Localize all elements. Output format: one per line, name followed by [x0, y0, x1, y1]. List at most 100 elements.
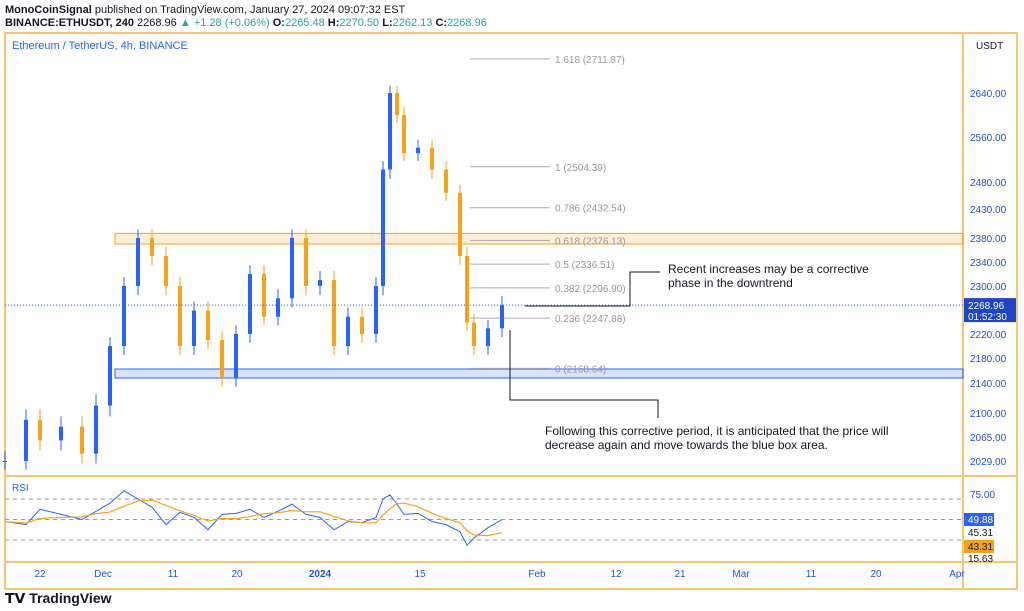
candle: [94, 405, 98, 454]
price-tick: 2100.00: [970, 409, 1007, 420]
price-tick: 2300.00: [970, 282, 1007, 293]
fib-label: 0.618 (2376.13): [555, 236, 626, 247]
time-tick: Feb: [528, 569, 546, 580]
annotation-2: Following this corrective period, it is …: [545, 424, 889, 452]
time-tick: 15: [414, 569, 426, 580]
candle: [402, 115, 406, 154]
candle: [290, 238, 294, 299]
candle: [465, 256, 469, 323]
annotation-line-2: [509, 330, 659, 418]
tv-icon: 𝗧𝗩: [5, 590, 30, 606]
time-tick: 22: [34, 569, 46, 580]
countdown-label: 01:52:30: [968, 312, 1007, 323]
close: 2268.96: [447, 17, 487, 29]
price-tick: 2380.00: [970, 234, 1007, 245]
time-tick: 21: [674, 569, 686, 580]
rsi-other-value: 45.31: [968, 528, 993, 539]
candle: [248, 274, 252, 334]
c-label: C:: [435, 17, 448, 29]
time-tick: 11: [806, 569, 817, 580]
candle: [38, 419, 42, 441]
candle: [122, 286, 126, 346]
publish-date: published on TradingView.com, January 27…: [94, 4, 406, 16]
candle: [206, 310, 210, 340]
candle: [304, 238, 308, 286]
ohlc-bar: BINANCE:ETHUSDT, 240 2268.96 ▲ +1.28 (+0…: [5, 17, 487, 29]
candle: [388, 93, 392, 170]
currency-label: USDT: [976, 41, 1003, 52]
time-tick: Apr: [949, 569, 965, 580]
fib-label: 0.5 (2336.51): [555, 260, 615, 271]
low: 2262.13: [392, 17, 433, 29]
rsi-ma-value: 43.31: [968, 542, 993, 553]
price-tick: 2065.00: [970, 433, 1007, 444]
l-label: L:: [382, 17, 393, 29]
fib-label: 0.786 (2432.54): [555, 204, 626, 215]
price-tick: 2029.00: [970, 457, 1007, 468]
time-tick: 11: [168, 569, 179, 580]
price-tick: 2430.00: [970, 205, 1007, 216]
time-tick: 20: [231, 569, 243, 580]
time-tick: 20: [870, 569, 882, 580]
candle: [360, 316, 364, 334]
time-tick: 2024: [309, 569, 332, 580]
candle: [458, 192, 462, 256]
chart-frame: [4, 32, 1018, 590]
change: +1.28 (+0.06%): [193, 17, 270, 29]
candle: [59, 426, 63, 441]
last-price-label: 2268.96: [968, 301, 1005, 312]
price-tick: 2560.00: [970, 133, 1007, 144]
candle: [416, 147, 420, 154]
resistance-zone: [114, 232, 964, 245]
annotation-1: Recent increases may be a corrective pha…: [668, 262, 869, 290]
last-price: 2268.96: [137, 17, 177, 29]
fib-label: 1 (2504.39): [555, 163, 606, 174]
candle: [234, 334, 238, 378]
fib-label: 0 (2168.64): [555, 364, 606, 375]
rsi-ma-line: [4, 499, 503, 537]
open: 2265.48: [284, 17, 325, 29]
candle: [24, 419, 28, 461]
fib-label: 0.382 (2296.90): [555, 284, 626, 295]
candle: [472, 322, 476, 346]
candle: [164, 256, 168, 286]
rsi-tick: 75.00: [970, 490, 995, 501]
candle: [80, 426, 84, 454]
candle: [346, 316, 350, 346]
support-zone: [114, 368, 964, 379]
time-tick: Dec: [94, 569, 112, 580]
tradingview-logo: 𝗧𝗩 TradingView: [5, 590, 112, 607]
candle: [374, 286, 378, 334]
candle: [178, 286, 182, 346]
price-tick: 2480.00: [970, 178, 1007, 189]
time-tick: 12: [610, 569, 622, 580]
rsi-label: RSI: [12, 483, 29, 494]
symbol: BINANCE:ETHUSDT, 240: [5, 17, 134, 29]
candle: [276, 298, 280, 317]
o-label: O:: [272, 17, 285, 29]
candle: [430, 147, 434, 170]
price-tick: 2340.00: [970, 258, 1007, 269]
chart-title: Ethereum / TetherUS, 4h, BINANCE: [12, 40, 188, 52]
high: 2270.50: [339, 17, 380, 29]
rsi-tick: 15.63: [968, 554, 993, 565]
candle: [332, 280, 336, 346]
publish-info: MonoCoinSignal published on TradingView.…: [5, 4, 405, 16]
candle: [486, 328, 490, 346]
last-price-badge: [964, 298, 1016, 323]
brand-name: TradingView: [29, 590, 112, 606]
candle: [3, 461, 7, 462]
candle: [108, 346, 112, 406]
price-tick: 2180.00: [970, 354, 1007, 365]
candle: [220, 340, 224, 378]
rsi-ma-badge: [964, 540, 994, 553]
annotation-line-1: [525, 271, 660, 307]
candle: [136, 238, 140, 286]
price-tick: 2640.00: [970, 89, 1007, 100]
candle: [262, 274, 266, 317]
candle: [150, 238, 154, 256]
candle: [444, 169, 448, 193]
candle: [395, 93, 399, 115]
rsi-line: [4, 490, 503, 546]
